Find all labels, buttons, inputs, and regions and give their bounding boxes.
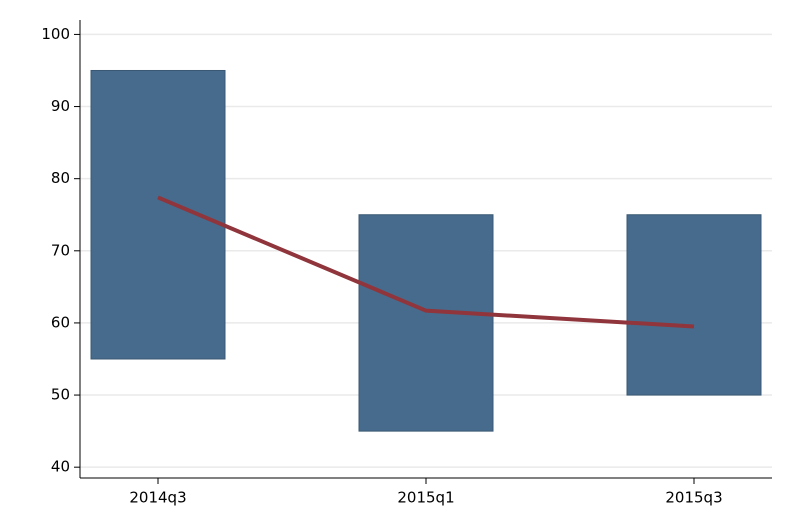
x-tick-label: 2014q3 — [129, 489, 186, 507]
y-tick-label: 70 — [51, 241, 70, 259]
line — [157, 195, 695, 329]
x-tick-label: 2015q3 — [665, 489, 722, 507]
y-tick-label: 80 — [51, 169, 70, 187]
range-bar — [358, 214, 494, 432]
y-tick-label: 50 — [51, 386, 70, 404]
range-bar — [90, 69, 226, 360]
y-tick-label: 40 — [51, 458, 70, 476]
y-tick-label: 90 — [51, 97, 70, 115]
y-tick-label: 60 — [51, 313, 70, 331]
y-tick-label: 100 — [41, 25, 70, 43]
x-tick-label: 2015q1 — [397, 489, 454, 507]
range-bar — [626, 214, 762, 396]
